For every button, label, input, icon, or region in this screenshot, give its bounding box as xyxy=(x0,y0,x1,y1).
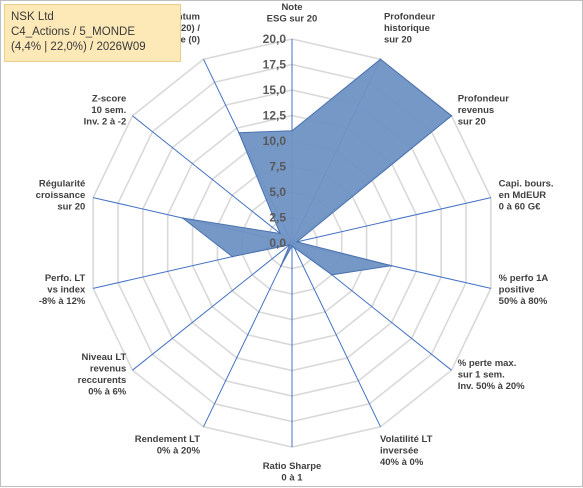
data-point xyxy=(231,255,234,258)
tick-label: 17,5 xyxy=(263,58,287,72)
axis-label: Volatilité LT inversée 40% à 0% xyxy=(380,434,433,468)
data-point xyxy=(238,131,240,134)
axis-label: Ratio Sharpe 0 à 1 xyxy=(263,461,322,484)
data-point xyxy=(293,246,296,249)
data-point xyxy=(280,265,282,267)
tick-label: 10,0 xyxy=(263,134,287,148)
data-series xyxy=(181,58,453,276)
axis-label: Note ESG sur 20 xyxy=(267,2,318,25)
tick-label: 20,0 xyxy=(263,32,287,46)
tick-label: 0,0 xyxy=(269,236,286,250)
data-point xyxy=(288,244,291,246)
data-point xyxy=(450,115,453,117)
axis-label: Z-score 10 sem. Inv. 2 à -2 xyxy=(84,94,127,128)
axis-label: % perte max. sur 1 sem. Inv. 50% à 20% xyxy=(458,358,525,392)
data-point xyxy=(279,232,281,235)
axis-spoke xyxy=(132,242,293,371)
tick-label: 7,5 xyxy=(269,160,286,174)
axis-label: Régularité croissance sur 20 xyxy=(36,179,86,213)
data-point xyxy=(291,245,293,247)
tick-label: 12,5 xyxy=(263,109,287,123)
tick-label: 15,0 xyxy=(263,83,287,97)
axis-spoke xyxy=(291,197,491,244)
info-category: C4_Actions / 5_MONDE xyxy=(11,26,135,38)
data-point xyxy=(291,130,293,132)
axis-label: % perfo 1A positive 50% à 80% xyxy=(499,273,549,307)
axis-label: Niveau LT revenus reccurents 0% à 6% xyxy=(78,352,127,398)
info-stats: (4,4% | 22,0%) / 2026W09 xyxy=(11,41,146,53)
axis-label: Capi. bours. en MdEUR 0 à 60 G€ xyxy=(499,179,554,213)
tick-label: 5,0 xyxy=(269,185,286,199)
radial-ticks: 0,0 2,5 5,0 7,5 10,0 12,5 15,0 17,5 20,0 xyxy=(263,32,287,250)
data-point xyxy=(390,264,393,267)
tick-label: 2,5 xyxy=(269,211,286,225)
axis-spoke xyxy=(291,242,381,428)
axis-spoke xyxy=(203,242,293,428)
data-point xyxy=(181,217,184,219)
data-point xyxy=(379,58,382,61)
axis-spoke xyxy=(132,115,293,244)
axis-label: Profondeur historique sur 20 xyxy=(384,11,435,45)
data-point xyxy=(296,241,298,243)
data-point xyxy=(331,273,333,276)
info-box: NSK Ltd C4_Actions / 5_MONDE (4,4% | 22,… xyxy=(4,4,181,62)
info-company: NSK Ltd xyxy=(11,11,54,23)
axis-label: Perfo. LT vs index -8% à 12% xyxy=(39,273,86,307)
axis-label: Profondeur revenus sur 20 xyxy=(458,94,509,128)
axis-label: Rendement LT 0% à 20% xyxy=(135,434,201,457)
